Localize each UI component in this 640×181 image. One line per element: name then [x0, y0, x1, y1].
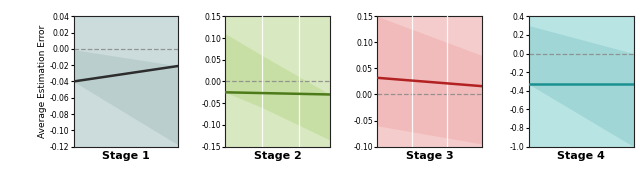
Y-axis label: Average Estimation Error: Average Estimation Error [38, 25, 47, 138]
X-axis label: Stage 2: Stage 2 [254, 151, 301, 161]
X-axis label: Stage 4: Stage 4 [557, 151, 605, 161]
X-axis label: Stage 3: Stage 3 [406, 151, 453, 161]
X-axis label: Stage 1: Stage 1 [102, 151, 150, 161]
